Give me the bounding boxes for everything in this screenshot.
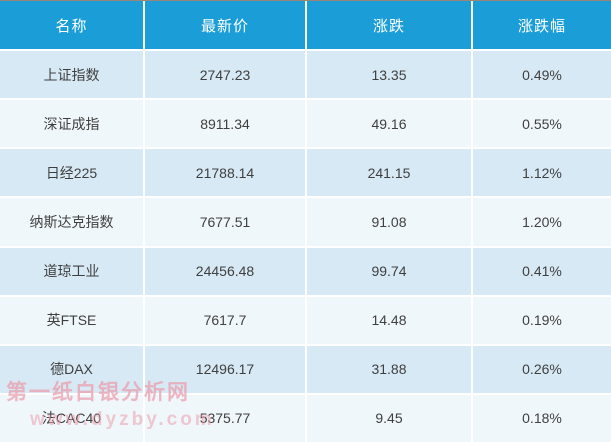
change-value: 49.16 xyxy=(307,100,471,148)
index-name: 日经225 xyxy=(0,149,143,197)
latest-price: 24456.48 xyxy=(145,247,305,295)
index-name: 上证指数 xyxy=(0,51,143,99)
change-percent: 0.41% xyxy=(473,247,611,295)
change-value: 13.35 xyxy=(307,51,471,99)
table-header-row: 名称 最新价 涨跌 涨跌幅 xyxy=(0,1,611,49)
index-name: 法CAC40 xyxy=(0,394,143,442)
change-percent: 0.19% xyxy=(473,296,611,344)
change-value: 99.74 xyxy=(307,247,471,295)
change-percent: 0.18% xyxy=(473,394,611,442)
table-row-dow-jones: 道琼工业 24456.48 99.74 0.41% xyxy=(0,247,611,295)
table-row-shanghai-composite: 上证指数 2747.23 13.35 0.49% xyxy=(0,51,611,99)
change-percent: 0.26% xyxy=(473,345,611,393)
index-name: 英FTSE xyxy=(0,296,143,344)
table-row-nikkei-225: 日经225 21788.14 241.15 1.12% xyxy=(0,149,611,197)
latest-price: 7617.7 xyxy=(145,296,305,344)
latest-price: 21788.14 xyxy=(145,149,305,197)
column-header-change: 涨跌 xyxy=(307,1,471,49)
change-percent: 0.55% xyxy=(473,100,611,148)
index-name: 德DAX xyxy=(0,345,143,393)
change-value: 14.48 xyxy=(307,296,471,344)
latest-price: 5375.77 xyxy=(145,394,305,442)
change-value: 31.88 xyxy=(307,345,471,393)
change-percent: 1.12% xyxy=(473,149,611,197)
table-row-nasdaq: 纳斯达克指数 7677.51 91.08 1.20% xyxy=(0,198,611,246)
change-percent: 1.20% xyxy=(473,198,611,246)
index-name: 深证成指 xyxy=(0,100,143,148)
table-row-ftse: 英FTSE 7617.7 14.48 0.19% xyxy=(0,296,611,344)
index-name: 道琼工业 xyxy=(0,247,143,295)
latest-price: 7677.51 xyxy=(145,198,305,246)
change-value: 9.45 xyxy=(307,394,471,442)
latest-price: 2747.23 xyxy=(145,51,305,99)
column-header-latest-price: 最新价 xyxy=(145,1,305,49)
change-value: 91.08 xyxy=(307,198,471,246)
change-percent: 0.49% xyxy=(473,51,611,99)
table-row-cac40: 法CAC40 5375.77 9.45 0.18% xyxy=(0,394,611,442)
table-row-shenzhen-component: 深证成指 8911.34 49.16 0.55% xyxy=(0,100,611,148)
latest-price: 8911.34 xyxy=(145,100,305,148)
column-header-change-percent: 涨跌幅 xyxy=(473,1,611,49)
change-value: 241.15 xyxy=(307,149,471,197)
table-row-dax: 德DAX 12496.17 31.88 0.26% xyxy=(0,345,611,393)
column-header-name: 名称 xyxy=(0,1,143,49)
latest-price: 12496.17 xyxy=(145,345,305,393)
index-name: 纳斯达克指数 xyxy=(0,198,143,246)
